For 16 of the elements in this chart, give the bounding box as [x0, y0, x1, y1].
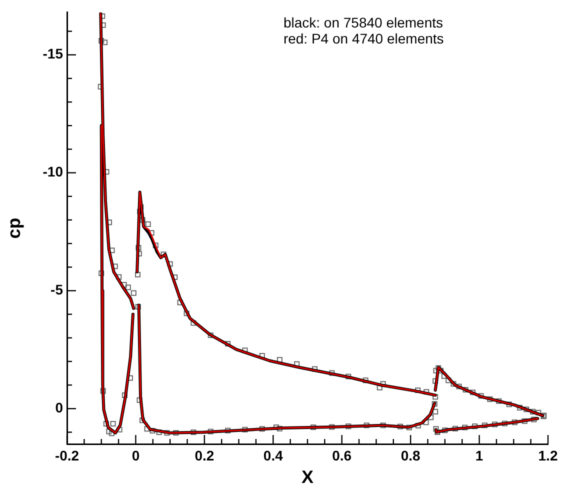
y-tick-label: -15 [42, 46, 64, 62]
x-tick-label: 0.6 [332, 447, 352, 464]
x-axis-title: X [301, 467, 314, 488]
x-tick-label: 1.2 [538, 447, 558, 464]
annotation: black: on 75840 elements [283, 14, 444, 30]
x-tick-label: 1 [475, 447, 484, 464]
x-tick-label: 0.4 [263, 447, 284, 464]
x-tick-label: 0.2 [194, 447, 214, 464]
y-tick-label: 0 [55, 399, 64, 416]
x-tick-label: -0.2 [54, 447, 80, 464]
x-tick-label: 0.8 [400, 447, 421, 464]
y-tick-label: -5 [50, 282, 64, 298]
y-tick-label: -10 [42, 164, 64, 180]
annotation: red: P4 on 4740 elements [283, 30, 444, 46]
x-tick-label: 0 [132, 447, 140, 464]
y-axis-title: cp [4, 218, 24, 239]
